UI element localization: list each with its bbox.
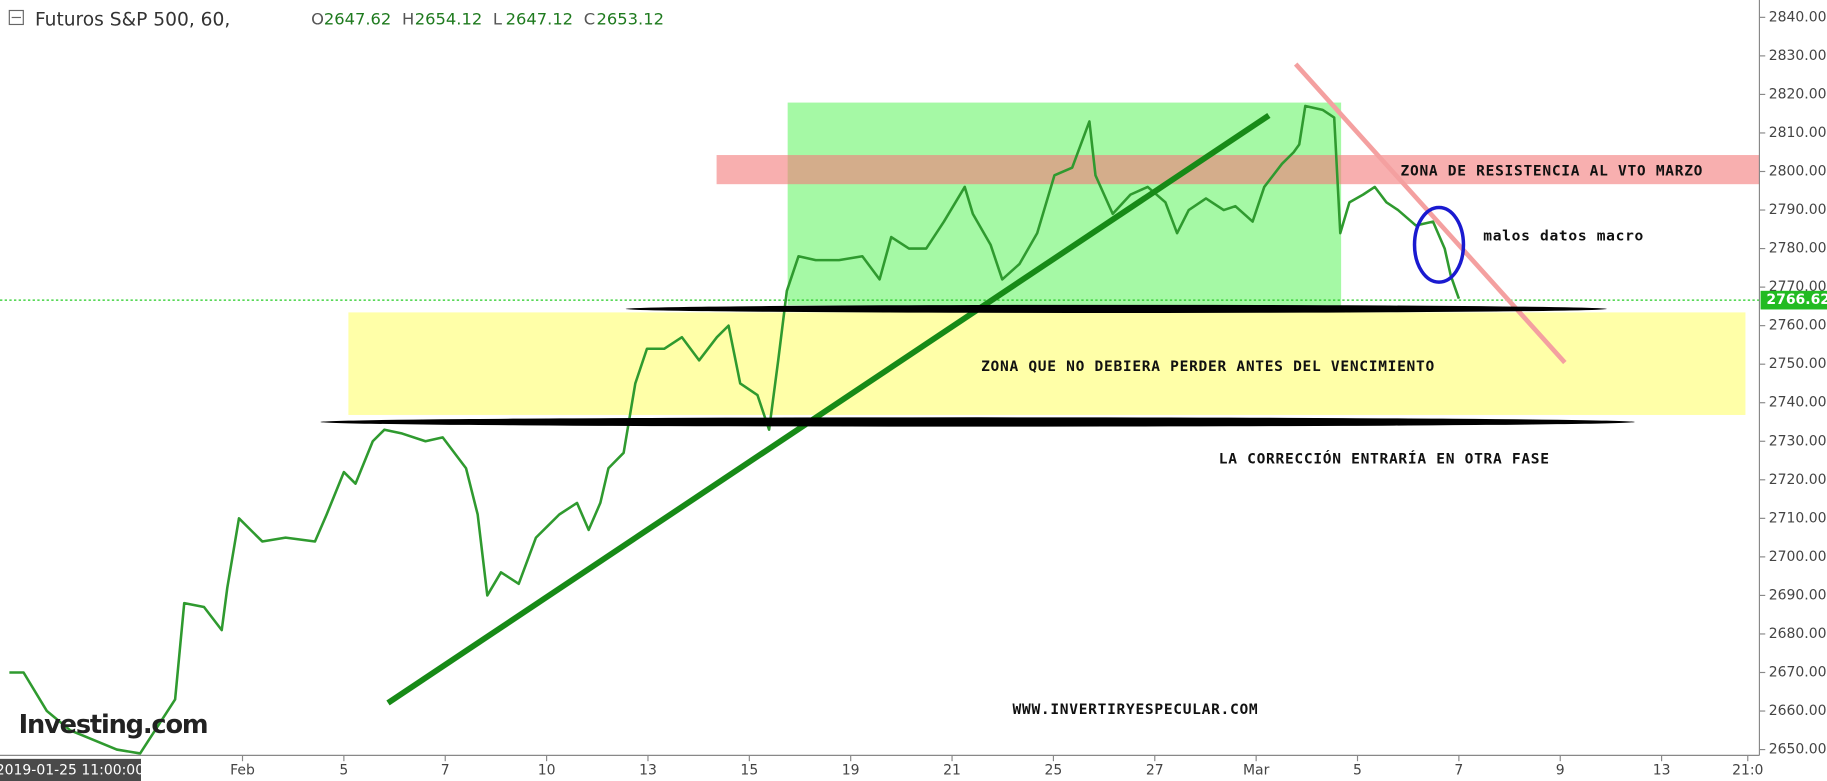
x-tick-label: 7 — [441, 763, 450, 779]
green-range — [787, 102, 1342, 306]
cursor-time-box — [0, 758, 141, 781]
x-tick-label: 27 — [1146, 763, 1164, 779]
y-tick-label: 2690.00 — [1769, 587, 1827, 603]
support-line — [320, 417, 1635, 427]
annotation: ZONA DE RESISTENCIA AL VTO MARZO — [1401, 162, 1704, 179]
menu-icon[interactable] — [8, 9, 24, 26]
resistance-band — [716, 155, 1760, 185]
ohlc: O 2647.62 H 2654.12 L 2647.12 C 2653.12 — [311, 9, 664, 28]
overlays: ZONA DE RESISTENCIA AL VTO MARZO malos d… — [19, 62, 1704, 740]
yellow-zone — [348, 312, 1746, 415]
y-tick-label: 2810.00 — [1769, 125, 1827, 141]
support-line — [625, 304, 1607, 313]
x-tick-label: 21 — [943, 763, 961, 779]
y-tick-label: 2840.00 — [1769, 9, 1827, 25]
annotation: LA CORRECCIÓN ENTRARÍA EN OTRA FASE — [1219, 449, 1550, 467]
last-price-box — [1760, 290, 1827, 310]
x-tick-label: 5 — [1353, 763, 1362, 779]
watermark: Investing.com — [19, 710, 208, 740]
annotation: ZONA QUE NO DEBIERA PERDER ANTES DEL VEN… — [981, 358, 1435, 375]
trend-line — [386, 112, 1271, 706]
ohlc-value: 2653.12 — [597, 9, 664, 28]
y-tick-label: 2830.00 — [1769, 48, 1827, 64]
y-tick-label: 2750.00 — [1769, 356, 1827, 372]
last-price-label: 2766.62 — [1766, 292, 1827, 308]
ohlc-value: 2654.12 — [415, 9, 482, 28]
ohlc-value: 2647.12 — [506, 9, 573, 28]
x-tick-label: 9 — [1556, 763, 1565, 779]
highlight-ellipse — [1412, 205, 1466, 284]
ohlc-key: L — [493, 9, 502, 28]
x-tick-label: 19 — [842, 763, 860, 779]
x-tick-label: 7 — [1454, 763, 1463, 779]
x-tick-label: Feb — [230, 763, 255, 779]
y-tick-label: 2800.00 — [1769, 163, 1827, 179]
annotation: malos datos macro — [1483, 228, 1644, 245]
y-tick-label: 2700.00 — [1769, 549, 1827, 565]
ohlc-value: 2647.62 — [324, 9, 391, 28]
cursor-time: 2019-01-25 11:00:00 — [0, 763, 144, 779]
x-tick-label: 13 — [1653, 763, 1671, 779]
y-tick-label: 2650.00 — [1769, 742, 1827, 758]
y-axis-bg — [1759, 0, 1827, 781]
x-tick-label: 10 — [538, 763, 556, 779]
price-line — [9, 104, 1461, 755]
y-tick-label: 2760.00 — [1769, 318, 1827, 334]
x-tick-label: 15 — [740, 763, 758, 779]
y-tick-label: 2720.00 — [1769, 472, 1827, 488]
x-tick-label: Mar — [1243, 763, 1270, 779]
x-tick-label: 13 — [639, 763, 657, 779]
y-tick-label: 2790.00 — [1769, 202, 1827, 218]
x-tick-label: 21:0 — [1732, 763, 1763, 779]
chart-title: Futuros S&P 500, 60, — [35, 9, 230, 30]
y-tick-label: 2730.00 — [1769, 433, 1827, 449]
x-tick-label: 25 — [1045, 763, 1063, 779]
ohlc-key: O — [311, 9, 324, 28]
drawings — [348, 102, 1760, 415]
ohlc-key: H — [402, 9, 414, 28]
y-tick-label: 2670.00 — [1769, 664, 1827, 680]
axes: 2650.00 2660.00 2670.00 2680.00 2690.00 2700.… — [230, 9, 1827, 779]
down-trend-line — [1293, 62, 1567, 365]
y-tick-label: 2780.00 — [1769, 241, 1827, 257]
y-tick-label: 2660.00 — [1769, 703, 1827, 719]
y-tick-label: 2740.00 — [1769, 395, 1827, 411]
y-tick-label: 2680.00 — [1769, 626, 1827, 642]
ohlc-key: C — [584, 9, 595, 28]
x-tick-label: 5 — [339, 763, 348, 779]
y-tick-label: 2820.00 — [1769, 86, 1827, 102]
annotation: WWW.INVERTIRYESPECULAR.COM — [1013, 701, 1259, 718]
y-tick-label: 2710.00 — [1769, 510, 1827, 526]
series-layer — [0, 104, 1760, 755]
